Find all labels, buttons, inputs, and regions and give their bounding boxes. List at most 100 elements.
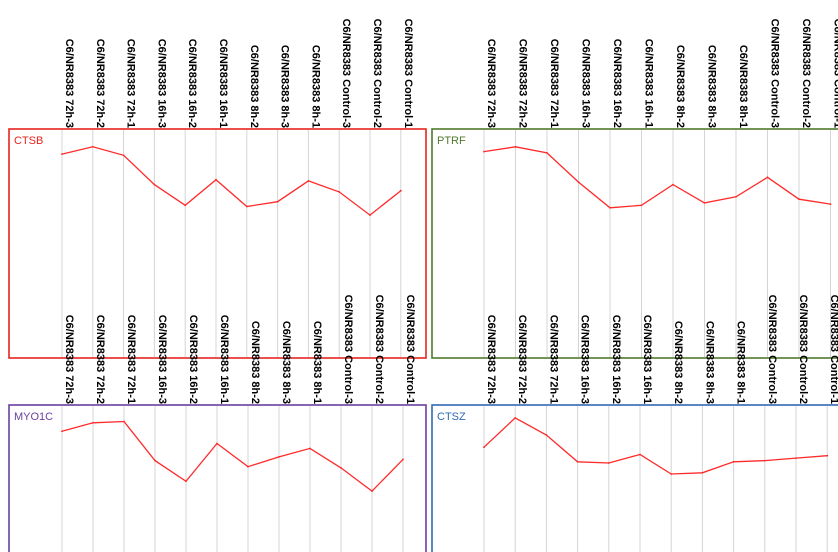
data-point	[338, 191, 341, 193]
data-point	[483, 150, 485, 153]
x-tick-label: C6/NR8383 8h-2	[672, 321, 684, 404]
x-tick-label: C6/NR8383 16h-2	[611, 39, 623, 128]
panel-frame	[8, 404, 427, 552]
x-tick-label: C6/NR8383 Control-2	[371, 19, 383, 128]
x-tick-label: C6/NR8383 Control-3	[766, 295, 778, 404]
data-point	[307, 180, 310, 182]
x-tick-label: C6/NR8383 72h-1	[125, 39, 137, 128]
data-point	[185, 480, 187, 483]
x-tick-label: C6/NR8383 8h-1	[309, 45, 321, 128]
data-point	[829, 203, 832, 206]
x-tick-label: C6/NR8383 16h-3	[156, 315, 168, 404]
data-point	[483, 446, 485, 449]
chart-panel-ptrf: C6/NR8383 72h-3 C6/NR8383 72h-2 C6/NR8383 …	[431, 19, 838, 359]
x-tick-label: C6/NR8383 16h-1	[643, 39, 655, 128]
chart-panel-ctsb: C6/NR8383 72h-3 C6/NR8383 72h-2 C6/NR8383 …	[8, 19, 427, 359]
x-tick-label: C6/NR8383 72h-1	[125, 315, 137, 404]
data-point	[701, 471, 704, 474]
x-tick-label: C6/NR8383 8h-3	[706, 45, 718, 128]
data-point	[640, 204, 643, 207]
x-tick-label: C6/NR8383 72h-3	[485, 39, 497, 128]
gene-label: MYO1C	[14, 411, 53, 423]
x-tick-label: C6/NR8383 Control-3	[340, 19, 352, 128]
data-point	[153, 183, 156, 186]
x-tick-label: C6/NR8383 Control-3	[342, 295, 354, 404]
gene-label: CTSZ	[437, 411, 466, 423]
data-point	[276, 200, 279, 203]
series-line	[483, 146, 831, 209]
x-tick-label: C6/NR8383 8h-2	[674, 45, 686, 128]
x-tick-label: C6/NR8383 16h-3	[579, 315, 591, 404]
x-tick-label: C6/NR8383 8h-1	[737, 45, 749, 128]
data-point	[577, 181, 580, 184]
x-tick-label: C6/NR8383 8h-2	[248, 45, 260, 128]
x-tick-label: C6/NR8383 16h-2	[610, 315, 622, 404]
data-point	[670, 473, 673, 475]
x-tick-label: C6/NR8383 16h-2	[186, 39, 198, 128]
series-line	[483, 417, 828, 475]
gene-label: PTRF	[437, 135, 466, 147]
data-point	[798, 198, 800, 201]
x-tick-label: C6/NR8383 16h-1	[217, 39, 229, 128]
x-tick-label: C6/NR8383 72h-3	[485, 315, 497, 404]
x-tick-label: C6/NR8383 72h-1	[547, 315, 559, 404]
x-tick-label: C6/NR8383 Control-1	[404, 295, 416, 404]
x-tick-label: C6/NR8383 72h-3	[63, 315, 75, 404]
x-tick-label: C6/NR8383 72h-3	[63, 39, 75, 128]
chart-panel-ctsz: C6/NR8383 72h-3 C6/NR8383 72h-2 C6/NR8383 …	[431, 295, 838, 552]
data-point	[123, 420, 125, 423]
data-point	[607, 462, 610, 464]
x-tick-label: C6/NR8383 8h-3	[703, 321, 715, 404]
x-tick-label: C6/NR8383 16h-2	[187, 315, 199, 404]
data-point	[92, 421, 94, 424]
x-tick-label: C6/NR8383 Control-1	[828, 295, 838, 404]
x-tick-label: C6/NR8383 Control-2	[797, 295, 809, 404]
data-point	[795, 457, 797, 459]
chart-panel-myo1c: C6/NR8383 72h-3 C6/NR8383 72h-2 C6/NR8383 …	[8, 295, 427, 552]
x-tick-label: C6/NR8383 72h-2	[94, 315, 106, 404]
x-tick-label: C6/NR8383 8h-1	[311, 321, 323, 404]
data-point	[732, 460, 735, 463]
panel-frame	[8, 128, 427, 359]
data-point	[309, 447, 311, 450]
x-tick-label: C6/NR8383 72h-2	[517, 39, 529, 128]
x-tick-label: C6/NR8383 16h-3	[580, 39, 592, 128]
x-tick-label: C6/NR8383 72h-1	[548, 39, 560, 128]
data-point	[61, 430, 63, 433]
data-point	[371, 490, 373, 492]
data-point	[514, 417, 517, 419]
data-point	[399, 189, 402, 192]
data-point	[215, 178, 217, 181]
x-tick-label: C6/NR8383 72h-2	[94, 39, 106, 128]
x-tick-label: C6/NR8383 Control-2	[373, 295, 385, 404]
data-point	[576, 460, 579, 463]
x-tick-label: C6/NR8383 16h-3	[155, 39, 167, 128]
data-point	[826, 454, 829, 457]
panel-frame	[431, 128, 838, 359]
data-point	[184, 204, 187, 207]
data-point	[703, 202, 706, 204]
x-tick-label: C6/NR8383 8h-1	[735, 321, 747, 404]
data-point	[639, 453, 641, 456]
data-point	[245, 205, 248, 208]
x-tick-label: C6/NR8383 Control-2	[800, 19, 812, 128]
data-point	[91, 145, 94, 148]
data-point	[546, 152, 548, 154]
series-line	[61, 420, 404, 492]
x-tick-label: C6/NR8383 8h-2	[249, 321, 261, 404]
x-tick-label: C6/NR8383 8h-3	[279, 45, 291, 128]
data-point	[216, 442, 218, 445]
data-point	[545, 434, 548, 436]
data-point	[154, 459, 156, 462]
data-point	[278, 456, 280, 458]
data-point	[122, 154, 125, 157]
data-point	[766, 176, 769, 179]
x-tick-label: C6/NR8383 Control-3	[769, 19, 781, 128]
gene-label: CTSB	[14, 135, 43, 147]
x-tick-label: C6/NR8383 16h-1	[218, 315, 230, 404]
data-point	[514, 145, 517, 148]
data-point	[402, 458, 404, 461]
x-tick-label: C6/NR8383 72h-2	[516, 315, 528, 404]
data-point	[369, 214, 371, 217]
